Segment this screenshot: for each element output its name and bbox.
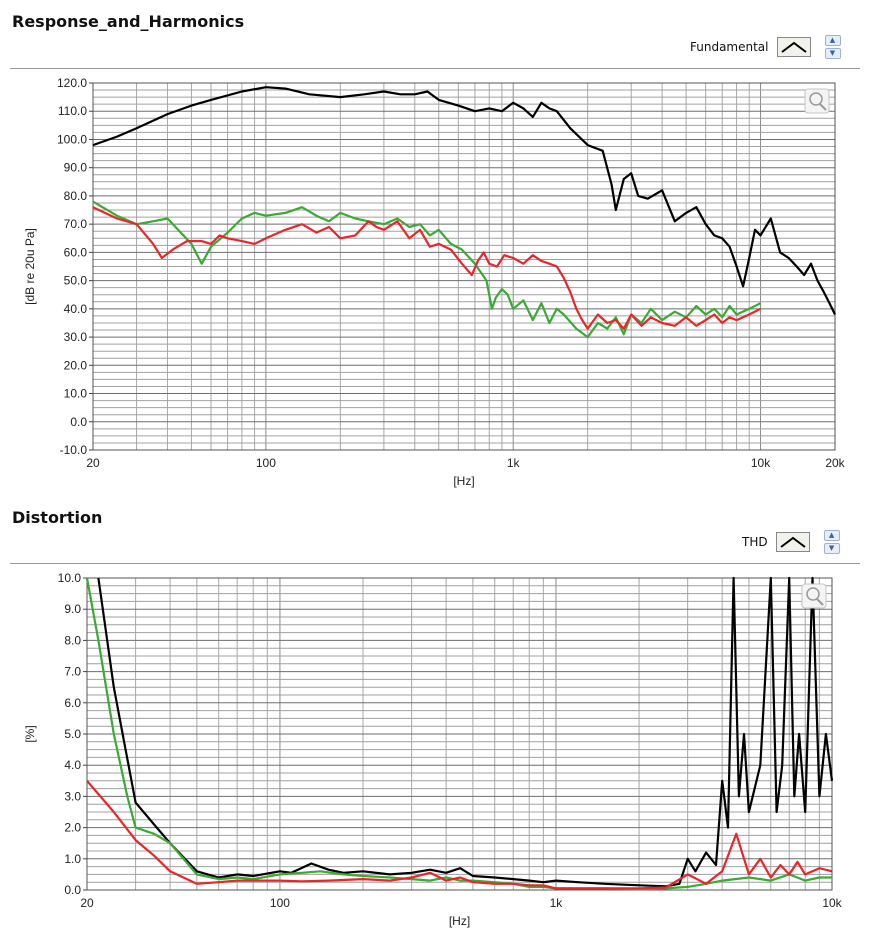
zoom-icon-lens	[806, 587, 820, 601]
y-tick-label: 20.0	[64, 358, 88, 372]
y-tick-label: 90.0	[64, 161, 88, 175]
scroll-down-icon[interactable]: ▼	[824, 48, 841, 59]
plot-style-selector[interactable]	[776, 37, 811, 57]
line-style-icon	[780, 41, 807, 53]
y-tick-label: 50.0	[64, 274, 88, 288]
scroll-up-icon[interactable]: ▲	[823, 530, 840, 541]
legend-label: Fundamental	[690, 40, 769, 54]
y-tick-label: 4.0	[64, 758, 81, 772]
zoom-icon-lens	[809, 92, 823, 106]
zoom-icon-handle	[819, 103, 827, 111]
x-tick-label: 1k	[507, 456, 521, 470]
x-axis-label: [Hz]	[453, 474, 474, 488]
x-axis-label: [Hz]	[449, 914, 470, 928]
legend-thd: THD ▲ ▼	[742, 530, 840, 554]
y-tick-label: -10.0	[60, 443, 88, 457]
x-tick-label: 100	[270, 896, 290, 910]
section-title-distortion: Distortion	[12, 508, 103, 527]
y-axis-label: [dB re 20u Pa]	[23, 228, 37, 305]
legend-fundamental: Fundamental ▲ ▼	[690, 35, 841, 59]
y-tick-label: 9.0	[64, 602, 81, 616]
y-tick-label: 100.0	[57, 132, 87, 146]
x-tick-label: 20k	[825, 456, 845, 470]
scroll-up-icon[interactable]: ▲	[824, 35, 841, 46]
y-tick-label: 40.0	[64, 302, 88, 316]
y-tick-label: 120.0	[57, 76, 87, 90]
y-tick-label: 110.0	[58, 104, 87, 118]
plot-frame	[92, 82, 836, 451]
legend-label: THD	[742, 535, 768, 549]
y-tick-label: 10.0	[58, 571, 82, 585]
legend-spinner[interactable]: ▲ ▼	[824, 35, 841, 59]
scroll-down-icon[interactable]: ▼	[823, 543, 840, 554]
x-tick-label: 1k	[550, 896, 564, 910]
distortion-chart: 0.0 1.0 2.0 3.0 4.0 5.0 6.0 7.0 8.0 9.0 10.0 20 100 1…	[23, 571, 843, 928]
y-tick-label: 5.0	[64, 727, 81, 741]
y-tick-label: 6.0	[64, 696, 81, 710]
x-tick-label: 10k	[822, 896, 842, 910]
grid-lines	[86, 577, 832, 891]
y-axis-label: [%]	[23, 725, 37, 742]
series-line-0	[97, 576, 834, 888]
panel-divider	[10, 68, 860, 69]
y-tick-label: 7.0	[64, 665, 81, 679]
panel-divider	[10, 563, 860, 564]
y-tick-label: 30.0	[64, 330, 88, 344]
y-tick-label: 0.0	[64, 883, 81, 897]
line-style-icon	[779, 536, 806, 548]
y-tick-label: 2.0	[64, 821, 81, 835]
y-tick-label: 8.0	[64, 633, 81, 647]
plot-style-selector[interactable]	[775, 532, 810, 552]
series-line-2	[86, 780, 833, 890]
series-line-2	[92, 206, 761, 330]
y-tick-label: 10.0	[64, 387, 88, 401]
y-tick-label: 60.0	[64, 245, 88, 259]
y-tick-label: 0.0	[70, 415, 87, 429]
y-tick-label: 80.0	[64, 189, 88, 203]
response-chart: -10.0 0.0 10.0 20.0 30.0 40.0 50.0 60.0 70.0 80.0…	[23, 76, 846, 488]
y-tick-label: 70.0	[64, 217, 88, 231]
y-tick-label: 1.0	[64, 852, 81, 866]
x-tick-label: 10k	[751, 456, 771, 470]
y-tick-label: 3.0	[64, 789, 81, 803]
zoom-icon-handle	[816, 598, 824, 606]
legend-spinner[interactable]: ▲ ▼	[823, 530, 840, 554]
series-line-0	[92, 86, 836, 315]
x-tick-label: 20	[86, 456, 100, 470]
x-tick-label: 20	[80, 896, 94, 910]
x-tick-label: 100	[256, 456, 276, 470]
series-line-1	[92, 200, 761, 339]
page-title: Response_and_Harmonics	[12, 12, 245, 31]
